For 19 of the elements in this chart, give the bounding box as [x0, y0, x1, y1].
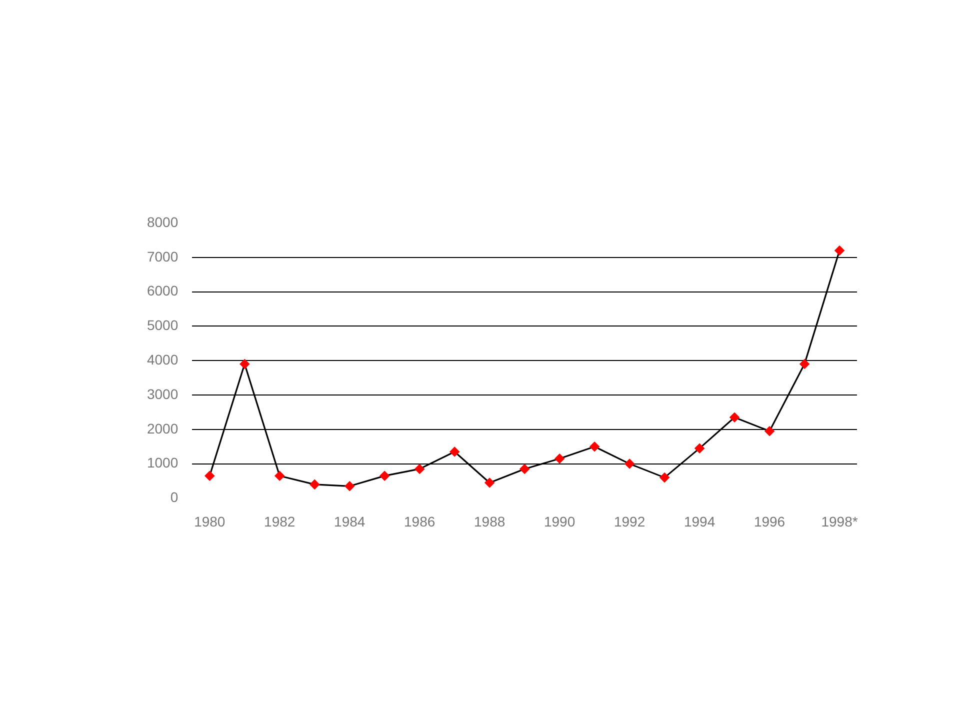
y-tick-label: 8000: [146, 214, 178, 230]
y-tick-label: 6000: [146, 282, 178, 299]
x-tick-label: 1992: [614, 513, 646, 530]
x-tick-label: 1988: [474, 513, 506, 530]
y-tick-label: 4000: [146, 351, 178, 368]
x-tick-label: 1996: [754, 513, 786, 530]
y-tick-label: 0: [170, 489, 178, 506]
y-tick-label: 5000: [146, 317, 178, 334]
y-tick-label: 2000: [146, 420, 178, 436]
y-tick-label: 7000: [146, 248, 178, 264]
x-tick-label: 1990: [544, 513, 576, 530]
y-tick-label: 3000: [146, 386, 178, 402]
y-tick-label: 1000: [146, 454, 178, 471]
x-tick-label: 1982: [264, 513, 296, 530]
x-tick-label: 1998*: [821, 513, 858, 530]
x-tick-label: 1980: [194, 513, 226, 530]
x-tick-label: 1986: [404, 513, 436, 530]
x-tick-label: 1994: [684, 513, 716, 530]
x-tick-label: 1984: [334, 513, 366, 530]
